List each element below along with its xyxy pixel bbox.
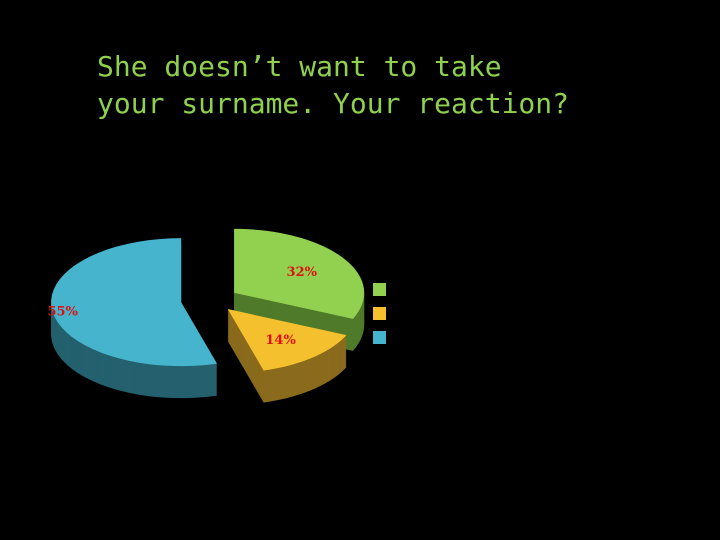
slide-title: She doesn’t want to take your surname. Yo… — [97, 48, 569, 122]
title-line-1: She doesn’t want to take — [97, 50, 502, 83]
pie-slice-top — [51, 238, 218, 367]
pie-slice-top — [234, 228, 365, 319]
legend-swatch — [373, 331, 386, 344]
title-line-2: your surname. Your reaction? — [97, 87, 570, 120]
data-label: 32% — [287, 265, 318, 280]
data-label: 55% — [47, 304, 78, 319]
pie-slice-top — [227, 309, 347, 371]
data-label: 14% — [265, 333, 296, 348]
pie-slice-14pct — [227, 309, 347, 403]
legend-swatch — [373, 307, 386, 320]
legend-swatch — [373, 283, 386, 296]
pie-slice-55pct — [51, 238, 218, 399]
